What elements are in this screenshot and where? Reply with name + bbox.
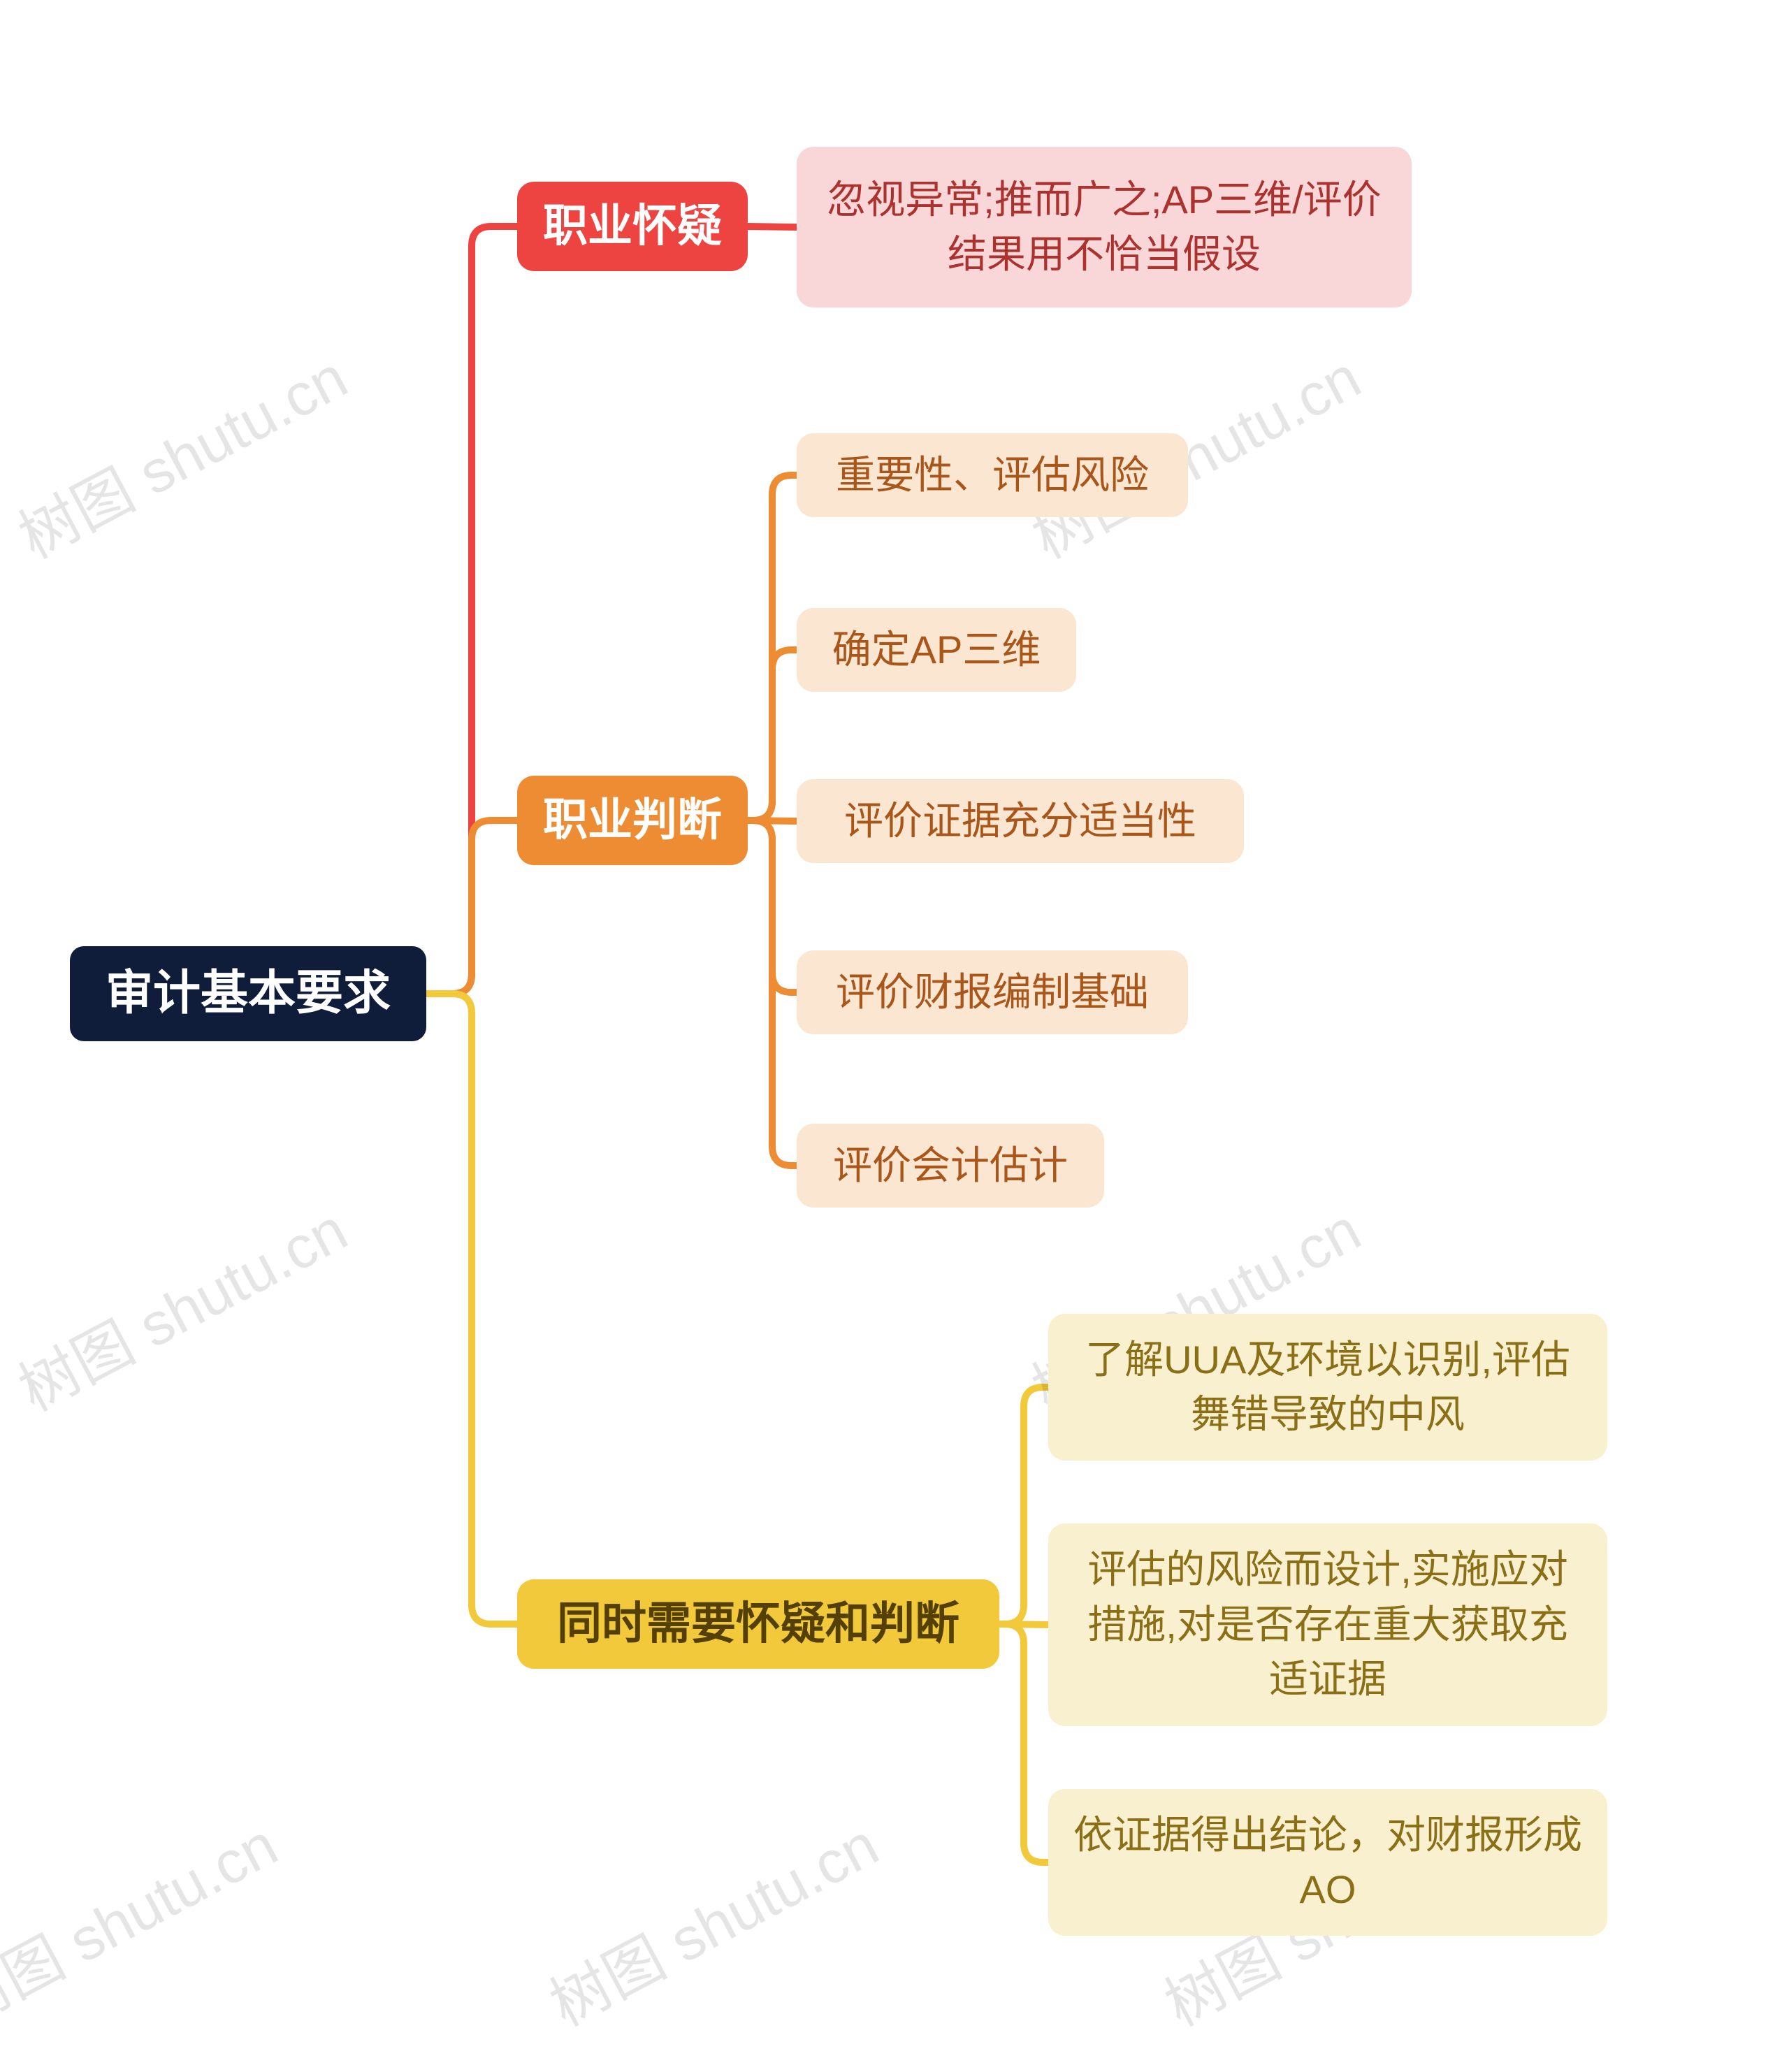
- connector: [426, 820, 517, 994]
- connector: [426, 226, 517, 994]
- leaf-node-label: 重要性、评估风险: [836, 448, 1149, 502]
- connector: [748, 820, 797, 821]
- leaf-node: 重要性、评估风险: [797, 433, 1188, 517]
- leaf-node-label: 确定AP三维: [832, 623, 1041, 677]
- branch-node: 职业判断: [517, 776, 748, 865]
- leaf-node: 评价财报编制基础: [797, 950, 1188, 1034]
- root-node: 审计基本要求: [70, 946, 426, 1041]
- leaf-node: 忽视异常;推而广之;AP三维/评价结果用不恰当假设: [797, 147, 1412, 307]
- branch-node-label: 职业怀疑: [543, 195, 722, 258]
- leaf-node-label: 评价会计估计: [833, 1138, 1068, 1193]
- leaf-node-label: 评估的风险而设计,实施应对措施,对是否存在重大获取充适证据: [1073, 1542, 1582, 1707]
- connector: [748, 820, 797, 1166]
- branch-node: 职业怀疑: [517, 182, 748, 271]
- watermark: 树图 shutu.cn: [533, 1798, 890, 2043]
- connector: [748, 650, 797, 820]
- leaf-node: 了解UUA及环境以识别,评估舞错导致的中风: [1048, 1314, 1607, 1461]
- connector: [999, 1624, 1048, 1862]
- leaf-node-label: 评价财报编制基础: [836, 965, 1149, 1020]
- leaf-node: 评价证据充分适当性: [797, 779, 1244, 863]
- root-label: 审计基本要求: [106, 960, 391, 1027]
- leaf-node-label: 依证据得出结论，对财报形成AO: [1073, 1808, 1582, 1918]
- leaf-node: 依证据得出结论，对财报形成AO: [1048, 1789, 1607, 1936]
- leaf-node: 评估的风险而设计,实施应对措施,对是否存在重大获取充适证据: [1048, 1523, 1607, 1726]
- leaf-node: 确定AP三维: [797, 608, 1076, 692]
- leaf-node-label: 了解UUA及环境以识别,评估舞错导致的中风: [1073, 1333, 1582, 1442]
- watermark: 树图 shutu.cn: [1, 331, 359, 575]
- connector: [748, 475, 797, 820]
- connector: [748, 820, 797, 992]
- leaf-node-label: 忽视异常;推而广之;AP三维/评价结果用不恰当假设: [822, 173, 1386, 282]
- leaf-node-label: 评价证据充分适当性: [844, 794, 1196, 848]
- connector: [426, 994, 517, 1624]
- connector: [748, 226, 797, 227]
- watermark: 树图 shutu.cn: [0, 1798, 290, 2043]
- connector: [999, 1624, 1048, 1625]
- branch-node: 同时需要怀疑和判断: [517, 1579, 999, 1669]
- branch-node-label: 职业判断: [543, 789, 722, 852]
- leaf-node: 评价会计估计: [797, 1124, 1104, 1208]
- branch-node-label: 同时需要怀疑和判断: [557, 1593, 959, 1656]
- connector: [999, 1387, 1048, 1624]
- watermark: 树图 shutu.cn: [1, 1183, 359, 1428]
